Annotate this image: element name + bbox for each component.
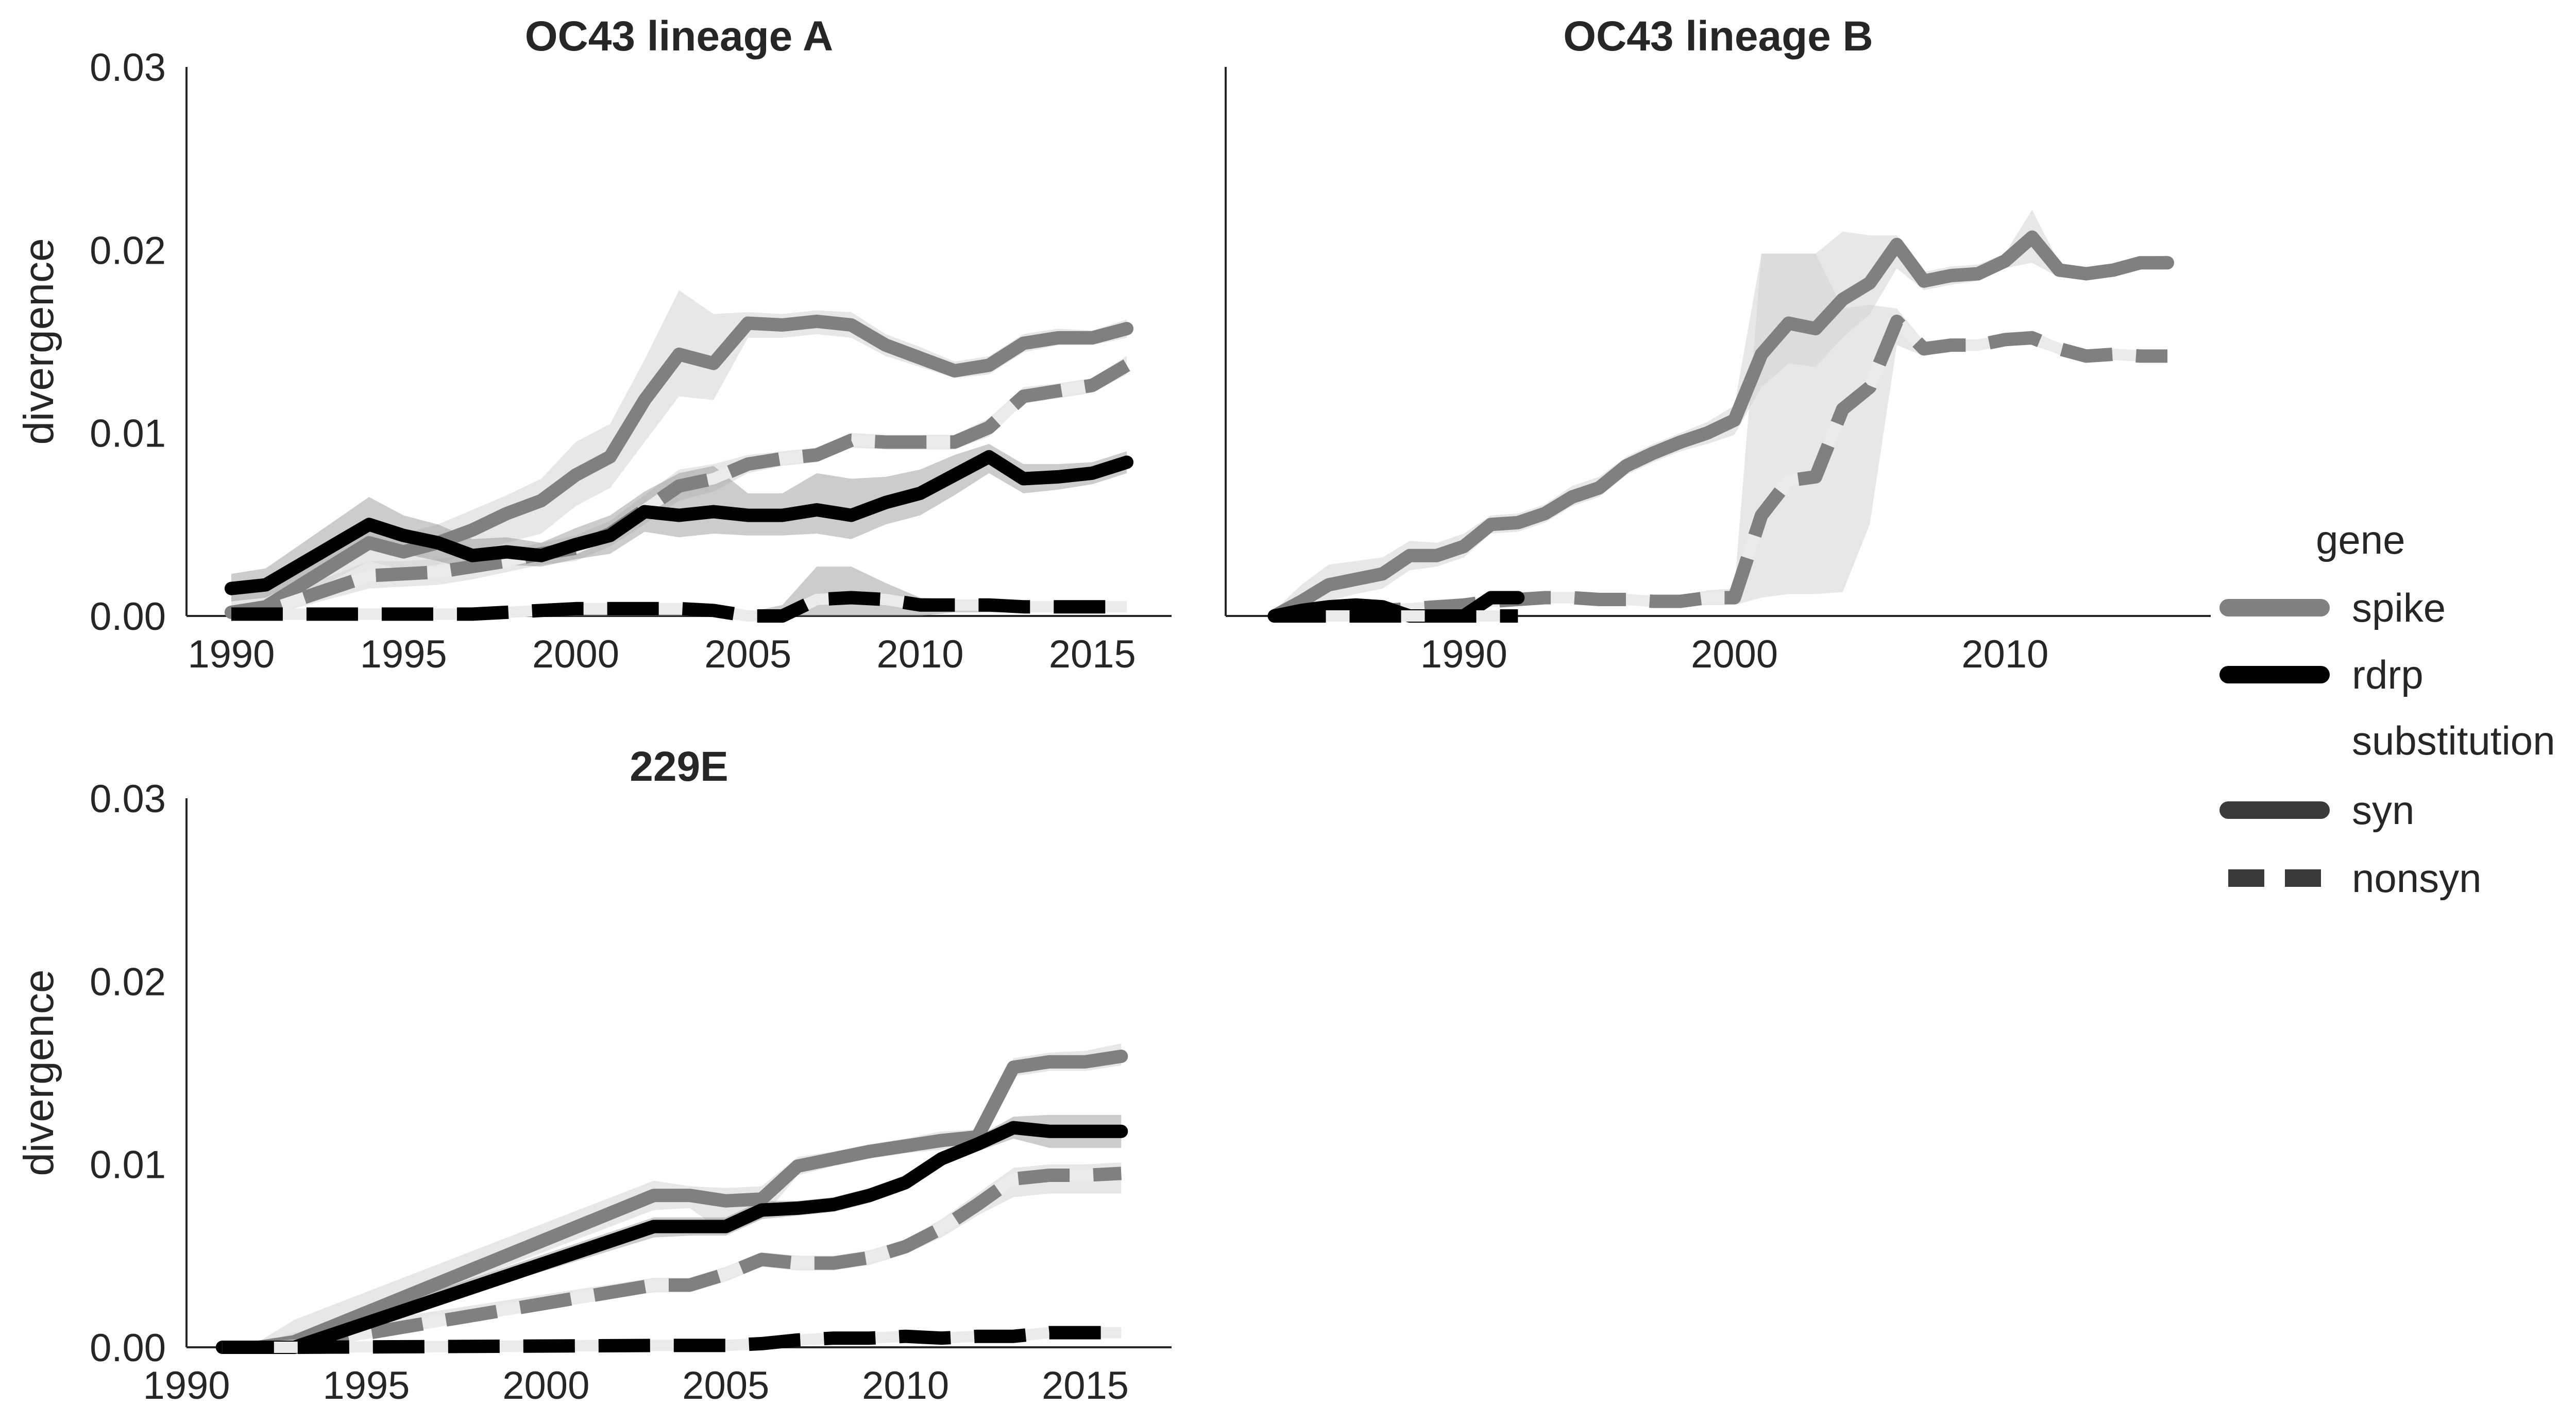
y-tick-label: 0.00 xyxy=(90,1326,166,1370)
y-tick-label: 0.03 xyxy=(90,46,166,90)
band-rdrp-syn xyxy=(231,444,1127,602)
x-tick-label: 2005 xyxy=(682,1364,769,1406)
x-tick-label: 2000 xyxy=(1691,632,1778,676)
y-axis-label: divergence xyxy=(15,238,62,444)
y-axis-label: divergence xyxy=(15,969,62,1176)
legend: gene spike rdrp substitution syn nonsyn xyxy=(2219,517,2555,901)
y-tick-label: 0.03 xyxy=(90,777,166,821)
x-tick-label: 1990 xyxy=(188,632,275,676)
line-spike-nonsyn xyxy=(222,1167,1122,1354)
x-tick-label: 1990 xyxy=(1420,632,1507,676)
x-tick-label: 2010 xyxy=(876,632,963,676)
legend-title-gene: gene xyxy=(2316,517,2405,562)
line-rdrp-nonsyn xyxy=(222,1326,1122,1354)
y-tick-label: 0.01 xyxy=(90,412,166,456)
x-tick-label: 1995 xyxy=(323,1364,410,1406)
line-rdrp-syn xyxy=(224,450,1134,595)
x-tick-label: 2010 xyxy=(1961,632,2048,676)
x-tick-label: 2005 xyxy=(704,632,791,676)
panel-oc43-lineage-b: OC43 lineage B 1990 2000 2010 xyxy=(1225,13,2211,676)
legend-label-nonsyn: nonsyn xyxy=(2352,855,2482,901)
line-spike-syn xyxy=(1267,230,2174,623)
panel-title: 229E xyxy=(630,743,728,790)
y-tick-label: 0.01 xyxy=(90,1143,166,1187)
legend-label-spike: spike xyxy=(2352,585,2446,630)
legend-title-substitution: substitution xyxy=(2352,718,2555,763)
line-spike-nonsyn xyxy=(1274,314,2167,623)
line-spike-syn xyxy=(215,1050,1128,1354)
line-rdrp-syn xyxy=(215,1121,1128,1354)
y-tick-label: 0.02 xyxy=(90,960,166,1004)
x-tick-label: 2015 xyxy=(1049,632,1136,676)
x-tick-label: 1990 xyxy=(143,1364,230,1406)
line-spike-nonsyn xyxy=(230,359,1130,621)
panel-oc43-lineage-a: OC43 lineage A divergence 0.00 0.01 0.02 0.03… xyxy=(15,13,1172,676)
legend-label-rdrp: rdrp xyxy=(2352,652,2424,697)
panel-229e: 229E divergence 0.00 0.01 0.02 0.03 1990 1995 20… xyxy=(15,743,1172,1406)
x-tick-label: 1995 xyxy=(360,632,447,676)
y-tick-label: 0.02 xyxy=(90,229,166,272)
x-tick-label: 2015 xyxy=(1042,1364,1129,1406)
x-tick-label: 2000 xyxy=(532,632,619,676)
x-tick-label: 2000 xyxy=(502,1364,589,1406)
line-rdrp-nonsyn xyxy=(231,591,1127,623)
x-tick-label: 2010 xyxy=(862,1364,949,1406)
y-tick-label: 0.00 xyxy=(90,595,166,639)
panel-title: OC43 lineage B xyxy=(1563,13,1873,60)
panel-title: OC43 lineage A xyxy=(525,13,834,60)
legend-label-syn: syn xyxy=(2352,787,2414,833)
line-spike-nonsyn-gap xyxy=(1274,315,2167,622)
